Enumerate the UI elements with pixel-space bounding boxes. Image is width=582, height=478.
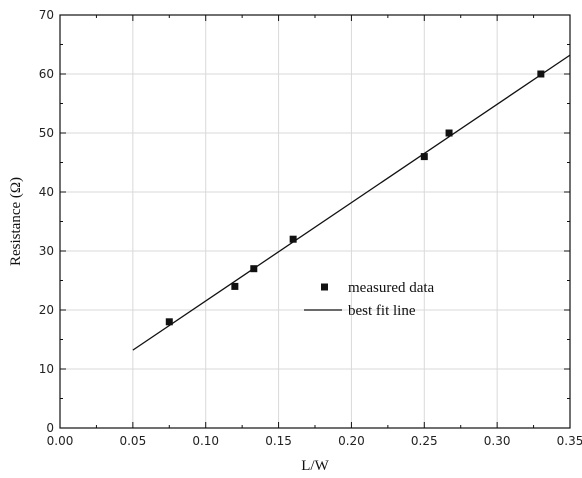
y-tick-label: 70 [39,8,54,22]
legend: measured data best fit line [304,280,435,319]
y-tick-labels: 0 10 20 30 40 50 60 70 [39,8,54,435]
x-tick-label: 0.05 [119,434,146,448]
y-tick-label: 60 [39,67,54,81]
y-tick-label: 0 [46,421,54,435]
y-tick-label: 30 [39,244,54,258]
x-tick-label: 0.00 [47,434,74,448]
legend-marker-measured-data [321,283,328,291]
data-point [165,318,173,326]
data-point [420,153,428,161]
x-tick-label: 0.25 [411,434,438,448]
y-tick-label: 40 [39,185,54,199]
series-layer [132,54,571,351]
grid [60,15,570,428]
x-tick-labels: 0.00 0.05 0.10 0.15 0.20 0.25 0.30 0.35 [47,434,582,448]
legend-label-measured-data: measured data [348,280,435,296]
x-tick-label: 0.35 [557,434,582,448]
y-tick-label: 20 [39,303,54,317]
y-tick-label: 50 [39,126,54,140]
data-point [445,129,453,137]
best-fit-line [132,54,571,351]
x-tick-label: 0.10 [192,434,219,448]
legend-label-best-fit-line: best fit line [348,303,416,319]
x-tick-label: 0.15 [265,434,292,448]
plot-frame [59,14,571,429]
axis-ticks [59,14,571,429]
x-tick-label: 0.20 [338,434,365,448]
data-point [250,265,258,273]
data-point [537,70,545,78]
y-tick-label: 10 [39,362,54,376]
y-axis-label: Resistance (Ω) [8,177,24,266]
data-point [231,282,239,290]
x-tick-label: 0.30 [484,434,511,448]
data-point [289,235,297,243]
x-axis-label: L/W [301,458,329,474]
